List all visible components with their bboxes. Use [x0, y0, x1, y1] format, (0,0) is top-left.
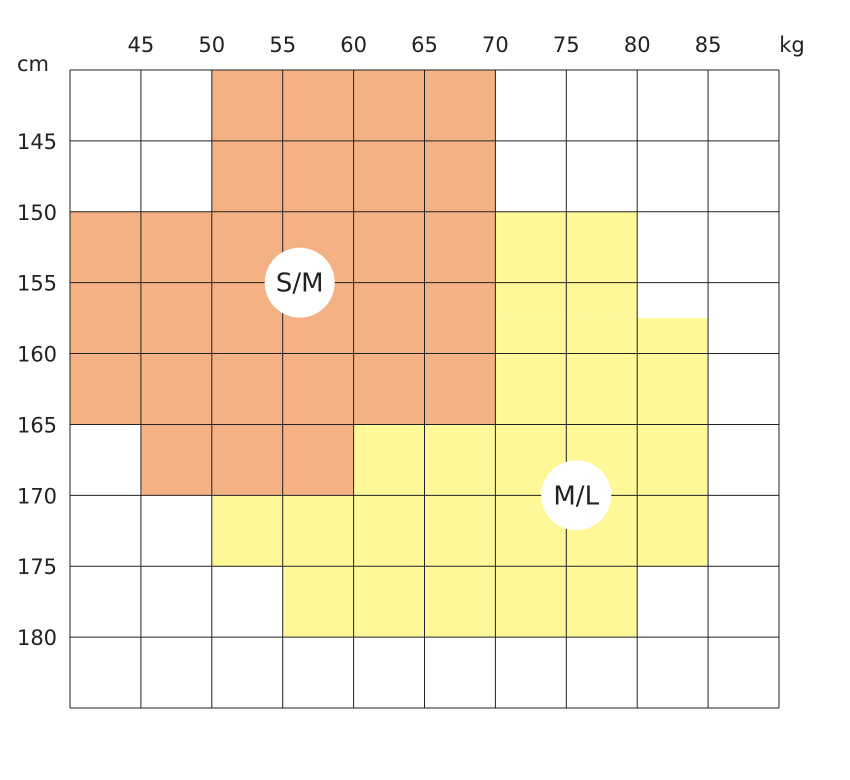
y-tick-label: 160 [17, 343, 57, 367]
zone-m-l-region [353, 424, 709, 496]
zone-m-l-region [282, 566, 638, 638]
zone-s-m-region [140, 424, 354, 496]
x-unit-label: kg [779, 33, 805, 57]
tick-labels: 45 50 55 60 65 70 75 80 85 145 150 155 160 165 170 175 1… [17, 33, 722, 650]
x-tick-label: 65 [411, 33, 438, 57]
y-tick-label: 155 [17, 272, 57, 296]
y-tick-label: 150 [17, 201, 57, 225]
zone-s-m-label: S/M [276, 269, 324, 299]
zone-s-m-badge [264, 247, 335, 318]
x-tick-label: 75 [553, 33, 580, 57]
y-tick-label: 175 [17, 555, 57, 579]
zone-labels: S/M M/L [264, 247, 612, 531]
y-tick-label: 165 [17, 413, 57, 437]
zone-m-l-region [495, 318, 709, 425]
zone-m-l-label: M/L [553, 481, 599, 511]
x-tick-label: 45 [128, 33, 155, 57]
x-tick-label: 70 [482, 33, 509, 57]
grid-lines [69, 69, 780, 709]
x-tick-label: 50 [198, 33, 225, 57]
zone-m-l-region [211, 495, 709, 567]
y-tick-label: 145 [17, 130, 57, 154]
x-tick-label: 60 [340, 33, 367, 57]
zone-m-l-badge [541, 460, 612, 531]
y-tick-label: 180 [17, 626, 57, 650]
y-tick-label: 170 [17, 484, 57, 508]
x-tick-label: 85 [695, 33, 722, 57]
x-tick-label: 80 [624, 33, 651, 57]
y-unit-label: cm [17, 52, 49, 76]
x-tick-label: 55 [269, 33, 296, 57]
